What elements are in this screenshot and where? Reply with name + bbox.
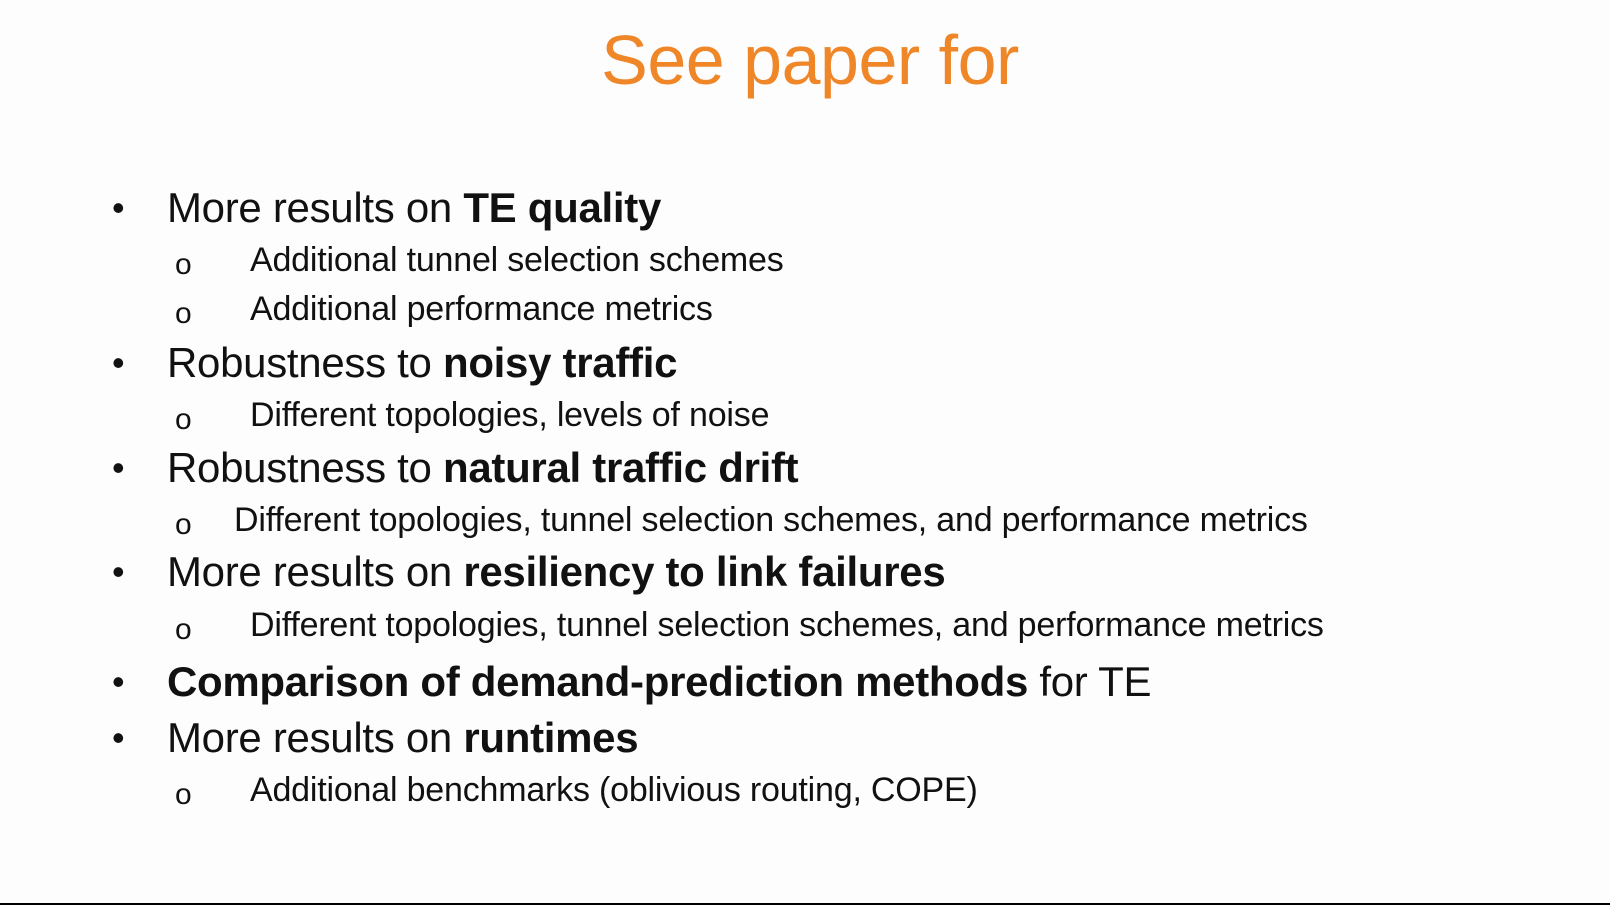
bullet-icon: • xyxy=(112,447,125,488)
bullet-icon: • xyxy=(112,551,125,592)
circle-bullet-icon: o xyxy=(175,778,192,811)
bullet-text: Comparison of demand-prediction methods … xyxy=(167,660,1151,704)
bullet-text: More results on TE quality xyxy=(167,186,661,230)
bullet-icon: • xyxy=(112,661,125,702)
bullet-icon: • xyxy=(112,717,125,758)
bullet-text-bold: natural traffic drift xyxy=(442,444,799,491)
circle-bullet-icon: o xyxy=(175,508,192,541)
sub-item-text: Different topologies, levels of noise xyxy=(250,396,770,434)
bullet-text: Robustness to noisy traffic xyxy=(167,341,677,385)
bullet-text-bold: TE quality xyxy=(463,184,662,231)
sub-item-text: Additional performance metrics xyxy=(250,290,713,328)
circle-bullet-icon: o xyxy=(175,248,192,281)
circle-bullet-icon: o xyxy=(175,403,192,436)
bullet-icon: • xyxy=(112,342,125,383)
circle-bullet-icon: o xyxy=(175,297,192,330)
sub-item-text: Different topologies, tunnel selection s… xyxy=(250,606,1324,644)
bullet-icon: • xyxy=(112,187,125,228)
sub-item-text: Different topologies, tunnel selection s… xyxy=(234,501,1308,539)
sub-item-text: Additional tunnel selection schemes xyxy=(250,241,784,279)
bullet-text-normal: Robustness to xyxy=(167,444,443,491)
bullet-text-normal: More results on xyxy=(167,548,464,595)
bullet-text-bold: runtimes xyxy=(463,714,639,761)
bullet-text: More results on resiliency to link failu… xyxy=(167,548,946,595)
bullet-text-normal: Robustness to xyxy=(167,339,443,386)
bullet-text: More results on runtimes xyxy=(167,714,639,761)
bullet-text-bold: noisy traffic xyxy=(442,339,678,386)
bullet-text-normal: for TE xyxy=(1028,658,1152,705)
bullet-text-normal: More results on xyxy=(167,184,464,231)
bullet-text-bold: Comparison of demand-prediction methods xyxy=(167,658,1029,705)
bullet-text-normal: More results on xyxy=(167,714,464,761)
sub-item-text: Additional benchmarks (oblivious routing… xyxy=(250,771,978,809)
bullet-text: Robustness to natural traffic drift xyxy=(167,444,799,491)
bullet-text-bold: resiliency to link failures xyxy=(463,548,946,595)
circle-bullet-icon: o xyxy=(175,613,192,646)
slide-title: See paper for xyxy=(601,21,1019,99)
